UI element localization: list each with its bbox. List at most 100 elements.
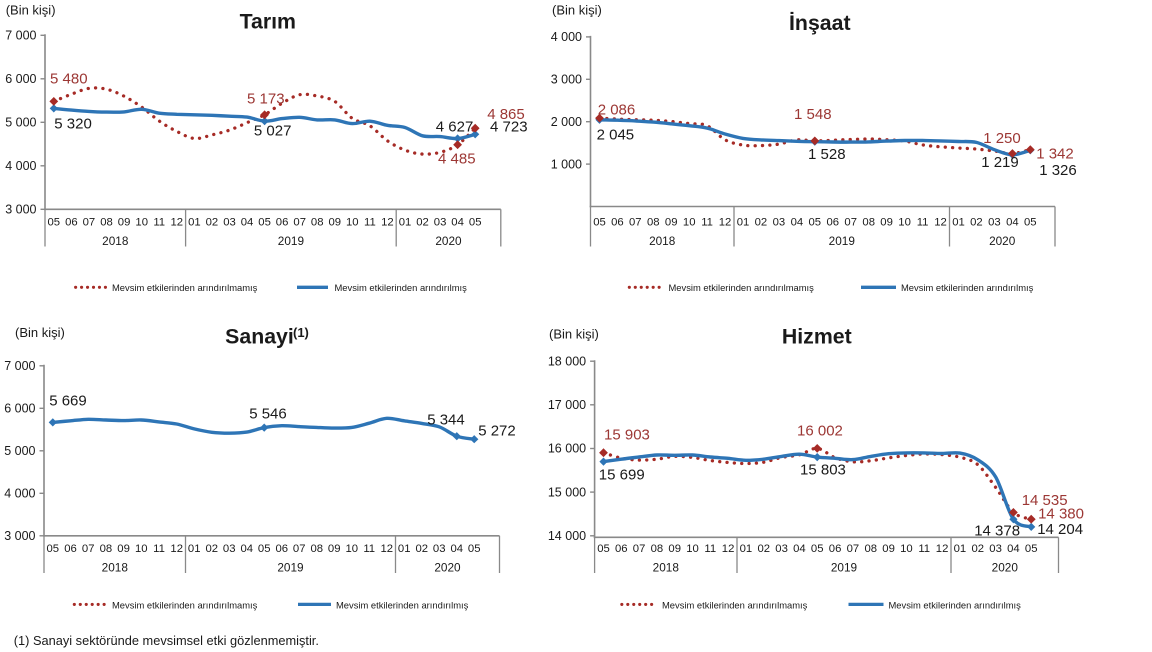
- svg-text:08: 08: [100, 543, 113, 555]
- svg-text:14 000: 14 000: [548, 529, 586, 543]
- svg-text:05: 05: [48, 217, 61, 229]
- svg-text:05: 05: [258, 217, 271, 229]
- svg-text:2020: 2020: [435, 234, 462, 248]
- svg-text:1 342: 1 342: [1036, 145, 1074, 162]
- svg-text:07: 07: [82, 543, 95, 555]
- svg-text:12: 12: [722, 543, 735, 555]
- svg-text:05: 05: [811, 543, 824, 555]
- svg-text:4 865: 4 865: [487, 106, 525, 123]
- svg-text:11: 11: [917, 217, 929, 229]
- svg-text:2020: 2020: [992, 561, 1019, 575]
- svg-text:Mevsim etkilerinden arındırılm: Mevsim etkilerinden arındırılmış: [889, 599, 1022, 610]
- svg-text:2018: 2018: [649, 234, 676, 248]
- svg-text:04: 04: [451, 217, 464, 229]
- svg-text:2020: 2020: [434, 561, 461, 575]
- svg-text:15 699: 15 699: [599, 467, 645, 484]
- svg-text:04: 04: [451, 543, 464, 555]
- svg-text:10: 10: [135, 217, 148, 229]
- svg-text:05: 05: [1025, 543, 1038, 555]
- svg-text:5 000: 5 000: [5, 116, 36, 130]
- svg-text:11: 11: [153, 217, 165, 229]
- svg-text:2018: 2018: [102, 234, 129, 248]
- svg-text:03: 03: [988, 217, 1001, 229]
- svg-text:02: 02: [416, 217, 429, 229]
- svg-text:2 086: 2 086: [598, 102, 636, 119]
- svg-text:1 528: 1 528: [808, 146, 846, 163]
- svg-text:5 027: 5 027: [254, 122, 292, 139]
- svg-text:04: 04: [1007, 543, 1020, 555]
- svg-text:11: 11: [701, 217, 713, 229]
- svg-text:18 000: 18 000: [548, 354, 586, 368]
- svg-text:4 485: 4 485: [438, 150, 476, 167]
- svg-text:2019: 2019: [829, 234, 855, 248]
- svg-text:(Bin kişi): (Bin kişi): [6, 3, 56, 18]
- svg-text:10: 10: [686, 543, 699, 555]
- svg-text:07: 07: [847, 543, 860, 555]
- svg-text:14 204: 14 204: [1037, 521, 1083, 538]
- svg-text:İnşaat: İnşaat: [789, 11, 851, 35]
- svg-text:Mevsim etkilerinden arındırılm: Mevsim etkilerinden arındırılmamış: [112, 282, 258, 293]
- svg-text:02: 02: [970, 217, 983, 229]
- svg-text:07: 07: [83, 217, 96, 229]
- svg-text:Mevsim etkilerinden arındırılm: Mevsim etkilerinden arındırılmamış: [669, 282, 815, 293]
- svg-text:07: 07: [293, 543, 306, 555]
- svg-text:1 219: 1 219: [981, 154, 1019, 171]
- svg-text:Mevsim etkilerinden arındırılm: Mevsim etkilerinden arındırılmış: [336, 599, 469, 610]
- svg-text:01: 01: [398, 543, 411, 555]
- svg-text:14 378: 14 378: [974, 522, 1020, 539]
- svg-text:3 000: 3 000: [5, 203, 36, 217]
- svg-text:16 000: 16 000: [548, 442, 586, 456]
- svg-text:5 173: 5 173: [247, 90, 285, 107]
- svg-text:08: 08: [311, 543, 324, 555]
- svg-text:(Bin kişi): (Bin kişi): [549, 327, 599, 342]
- svg-text:2 045: 2 045: [597, 127, 635, 144]
- svg-text:04: 04: [241, 217, 254, 229]
- svg-text:2019: 2019: [277, 561, 303, 575]
- svg-text:09: 09: [329, 217, 342, 229]
- svg-text:5 546: 5 546: [249, 406, 287, 423]
- svg-text:08: 08: [865, 543, 878, 555]
- svg-text:2019: 2019: [831, 561, 857, 575]
- svg-text:(1) Sanayi sektöründe mevsimse: (1) Sanayi sektöründe mevsimsel etki göz…: [14, 633, 319, 648]
- svg-text:4 000: 4 000: [551, 30, 582, 44]
- svg-text:2018: 2018: [102, 561, 129, 575]
- svg-text:11: 11: [918, 543, 930, 555]
- svg-text:12: 12: [719, 217, 732, 229]
- svg-text:Mevsim etkilerinden arındırılm: Mevsim etkilerinden arındırılmamış: [662, 599, 808, 610]
- svg-text:07: 07: [629, 217, 642, 229]
- svg-text:03: 03: [989, 543, 1002, 555]
- svg-text:01: 01: [954, 543, 967, 555]
- svg-text:10: 10: [683, 217, 696, 229]
- svg-text:Sanayi: Sanayi: [225, 325, 294, 349]
- svg-text:09: 09: [328, 543, 341, 555]
- svg-text:08: 08: [311, 217, 324, 229]
- svg-text:04: 04: [793, 543, 806, 555]
- svg-text:01: 01: [188, 543, 201, 555]
- svg-text:5 272: 5 272: [478, 423, 516, 440]
- svg-text:07: 07: [633, 543, 646, 555]
- svg-text:7 000: 7 000: [4, 359, 35, 373]
- svg-text:11: 11: [153, 543, 165, 555]
- svg-text:06: 06: [276, 217, 289, 229]
- svg-text:12: 12: [934, 217, 947, 229]
- svg-text:01: 01: [399, 217, 412, 229]
- svg-text:07: 07: [293, 217, 306, 229]
- svg-text:09: 09: [117, 543, 130, 555]
- svg-text:03: 03: [434, 217, 447, 229]
- svg-text:09: 09: [882, 543, 895, 555]
- svg-text:10: 10: [346, 217, 359, 229]
- svg-text:01: 01: [952, 217, 965, 229]
- svg-text:06: 06: [276, 543, 289, 555]
- svg-text:17 000: 17 000: [548, 398, 586, 412]
- svg-text:4 000: 4 000: [5, 159, 36, 173]
- svg-text:11: 11: [364, 217, 376, 229]
- svg-text:06: 06: [611, 217, 624, 229]
- svg-text:16 002: 16 002: [797, 423, 843, 440]
- svg-text:05: 05: [597, 543, 610, 555]
- svg-text:04: 04: [241, 543, 254, 555]
- svg-text:05: 05: [258, 543, 271, 555]
- svg-text:02: 02: [972, 543, 985, 555]
- svg-text:06: 06: [65, 217, 78, 229]
- svg-text:(1): (1): [293, 325, 309, 340]
- svg-text:05: 05: [809, 217, 822, 229]
